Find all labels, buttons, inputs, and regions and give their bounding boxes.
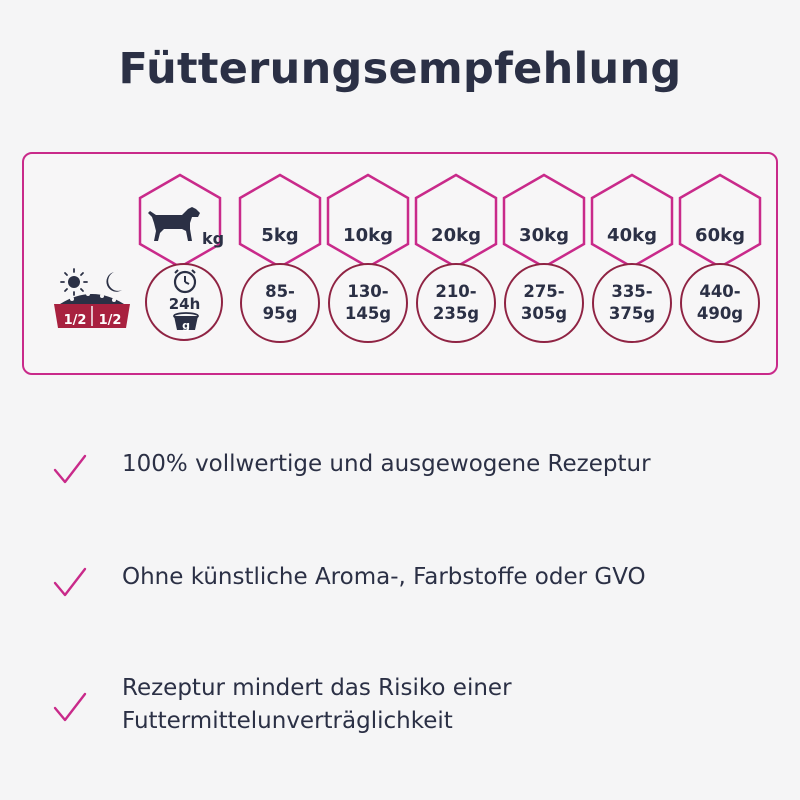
weight-label: 60kg (695, 225, 745, 246)
meal-split-right: 1/2 (98, 313, 122, 328)
benefit-item: Ohne künstliche Aroma-, Farbstoffe oder … (52, 561, 792, 601)
page-title: Fütterungsempfehlung (118, 44, 682, 94)
gram-label: g (182, 319, 190, 332)
meal-split-left: 1/2 (63, 313, 87, 328)
weight-hex-20kg: 20kg (414, 173, 498, 269)
bowl-icon (173, 312, 199, 330)
weight-header-hex: kg (138, 173, 225, 269)
benefit-item: Rezeptur mindert das Risiko einer Futter… (52, 672, 792, 742)
amount-line1: 335- (611, 282, 653, 301)
amount-line2: 95g (262, 304, 298, 323)
amount-line1: 85- (265, 282, 295, 301)
amount-line1: 275- (523, 282, 565, 301)
weight-label: 5kg (261, 225, 299, 246)
weight-hex-40kg: 40kg (590, 173, 674, 269)
weight-label: 10kg (343, 225, 393, 246)
time-label: 24h (168, 295, 201, 313)
amount-line2: 145g (344, 304, 392, 323)
amount-line1: 210- (435, 282, 477, 301)
food-bowl-icon (54, 292, 130, 328)
amount-circle-10kg: 130- 145g (328, 263, 408, 343)
check-icon (53, 567, 87, 597)
amount-circle-20kg: 210- 235g (416, 263, 496, 343)
meal-split-icon: 1/2 1/2 (50, 268, 135, 332)
benefit-text: 100% vollwertige und ausgewogene Rezeptu… (122, 451, 651, 477)
moon-icon (106, 272, 122, 292)
amount-circle-60kg: 440- 490g (680, 263, 760, 343)
dog-icon (148, 207, 200, 241)
check-icon (53, 454, 87, 484)
benefit-text-line2: Futtermittelunverträglichkeit (122, 708, 453, 734)
amount-line1: 130- (347, 282, 389, 301)
benefit-text: Rezeptur mindert das Risiko einer (122, 675, 512, 701)
weight-hex-30kg: 30kg (502, 173, 586, 269)
amount-line2: 490g (696, 304, 744, 323)
weight-hex-60kg: 60kg (678, 173, 762, 269)
clock-icon (173, 269, 197, 294)
amount-circle-30kg: 275- 305g (504, 263, 584, 343)
weight-label: 20kg (431, 225, 481, 246)
sun-icon (60, 268, 88, 296)
amount-line2: 375g (608, 304, 656, 323)
weight-hex-10kg: 10kg (326, 173, 410, 269)
amount-line2: 235g (432, 304, 480, 323)
check-icon (53, 692, 87, 722)
weight-hex-5kg: 5kg (238, 173, 322, 269)
amount-circle-40kg: 335- 375g (592, 263, 672, 343)
benefit-text: Ohne künstliche Aroma-, Farbstoffe oder … (122, 564, 646, 590)
amount-circle-5kg: 85- 95g (240, 263, 320, 343)
weight-label: 40kg (607, 225, 657, 246)
benefit-item: 100% vollwertige und ausgewogene Rezeptu… (52, 448, 792, 488)
weight-unit-label: kg (202, 229, 225, 248)
amount-line1: 440- (699, 282, 741, 301)
weight-label: 30kg (519, 225, 569, 246)
daily-amount-header-circle: 24h g (145, 263, 223, 341)
amount-line2: 305g (520, 304, 568, 323)
